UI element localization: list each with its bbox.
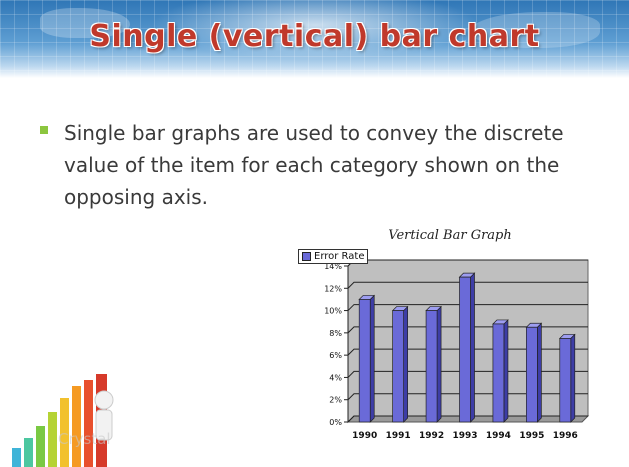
bar [392, 310, 404, 423]
bar [459, 276, 471, 423]
y-tick-label: 4% [329, 373, 342, 382]
bar [358, 299, 371, 423]
x-tick-label: 1991 [386, 431, 411, 441]
deco-figure-head [94, 390, 114, 410]
header-banner: Single (vertical) bar chart [0, 0, 629, 78]
banner-map-shape [40, 8, 130, 38]
bar-side [470, 272, 475, 423]
bullet-item: Single bar graphs are used to convey the… [40, 117, 600, 213]
deco-bar [24, 438, 33, 467]
y-tick-label: 14% [324, 262, 342, 271]
y-tick-label: 6% [329, 351, 342, 360]
bullet-text: Single bar graphs are used to convey the… [64, 121, 564, 209]
legend-label: Error Rate [314, 251, 365, 262]
gridline [347, 393, 588, 401]
deco-bar [72, 386, 81, 467]
x-tick-label: 1995 [519, 431, 544, 441]
gridline [347, 281, 588, 289]
chart-title: Vertical Bar Graph [388, 228, 512, 243]
y-tick-label: 10% [324, 307, 342, 316]
y-tick-label: 2% [329, 396, 342, 405]
x-tick-label: 1996 [553, 431, 578, 441]
deco-figure-body [95, 409, 113, 441]
x-tick-label: 1993 [452, 431, 477, 441]
deco-bar [48, 412, 57, 467]
y-tick-label: 8% [329, 329, 342, 338]
bar [425, 310, 438, 423]
deco-bar [12, 448, 21, 467]
banner-glow [150, 0, 480, 60]
x-tick-label: 1992 [419, 431, 444, 441]
bar-chart: 0% 2% 4% 6% 8% 10% 12% 14% 1990 1991 1992 1993 1994 1… [324, 259, 590, 441]
gridline [347, 415, 588, 423]
chart-legend: Error Rate [298, 249, 369, 264]
bar [492, 323, 505, 423]
gridline [347, 326, 588, 334]
bar [526, 326, 538, 423]
bar-side [369, 294, 375, 423]
slide-title: Single (vertical) bar chart [89, 19, 540, 54]
bullet-square-icon [40, 126, 48, 134]
y-tick-label: 12% [324, 284, 342, 293]
banner-map-shape [470, 12, 600, 48]
x-tick-label: 1990 [352, 431, 377, 441]
bar-side [503, 319, 509, 423]
deco-bar [60, 398, 69, 467]
gridline [347, 348, 588, 356]
deco-bar [84, 380, 93, 467]
bar-side [537, 322, 542, 423]
gridline [347, 304, 588, 311]
legend-swatch-icon [302, 252, 311, 261]
bar-side [436, 305, 442, 423]
gridline [347, 370, 588, 378]
x-tick-label: 1994 [486, 431, 511, 441]
deco-bar [36, 426, 45, 467]
watermark: Crystal [58, 430, 111, 448]
decorative-bars-graphic [12, 374, 114, 467]
bar [559, 338, 572, 423]
bar-side [403, 305, 408, 423]
bar-side [570, 333, 576, 423]
y-tick-label: 0% [329, 418, 342, 427]
